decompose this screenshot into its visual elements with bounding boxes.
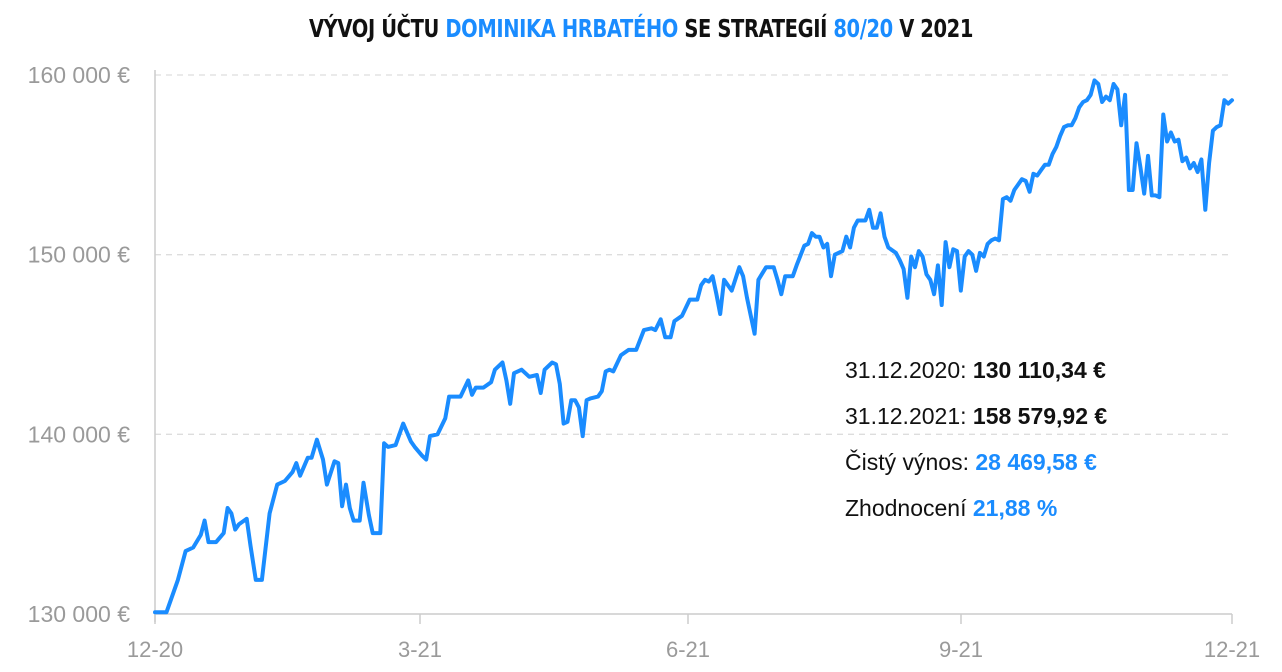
x-tick-label: 9-21 bbox=[939, 637, 983, 662]
x-tick-label: 6-21 bbox=[666, 637, 710, 662]
series-line bbox=[153, 78, 1234, 615]
start-value: 130 110,34 € bbox=[972, 357, 1106, 383]
net-value: 28 469,58 € bbox=[975, 449, 1097, 475]
chart-title: VÝVOJ ÚČTU DOMINIKA HRBATÉHO SE STRATEGI… bbox=[141, 14, 1141, 43]
title-part-5: V 2021 bbox=[892, 14, 974, 43]
x-tick-label: 12-21 bbox=[1204, 637, 1260, 662]
x-tick-label: 3-21 bbox=[398, 637, 442, 662]
title-part-3: SE STRATEGIÍ bbox=[678, 14, 834, 43]
y-tick-label: 140 000 € bbox=[28, 421, 131, 447]
y-tick-label: 160 000 € bbox=[28, 62, 131, 88]
title-part-name: DOMINIKA HRBATÉHO bbox=[445, 14, 679, 43]
summary-appreciation-row: Zhodnocení 21,88 % bbox=[845, 494, 1107, 540]
summary-end-row: 31.12.2021: 158 579,92 € bbox=[845, 402, 1107, 448]
net-label: Čistý výnos: bbox=[845, 449, 976, 475]
y-tick-label: 150 000 € bbox=[28, 242, 131, 268]
summary-start-row: 31.12.2020: 130 110,34 € bbox=[845, 356, 1107, 402]
x-tick-label: 12-20 bbox=[127, 637, 183, 662]
title-part-strategy: 80/20 bbox=[833, 14, 893, 43]
end-value: 158 579,92 € bbox=[972, 403, 1108, 429]
title-part-1: VÝVOJ ÚČTU bbox=[308, 14, 446, 43]
end-label: 31.12.2021: bbox=[845, 403, 973, 429]
summary-net-row: Čistý výnos: 28 469,58 € bbox=[845, 448, 1107, 494]
summary-box: 31.12.2020: 130 110,34 € 31.12.2021: 158… bbox=[845, 356, 1107, 540]
start-label: 31.12.2020: bbox=[845, 357, 973, 383]
appreciation-value: 21,88 % bbox=[972, 495, 1058, 521]
y-tick-label: 130 000 € bbox=[28, 601, 131, 627]
appreciation-label: Zhodnocení bbox=[845, 495, 973, 521]
